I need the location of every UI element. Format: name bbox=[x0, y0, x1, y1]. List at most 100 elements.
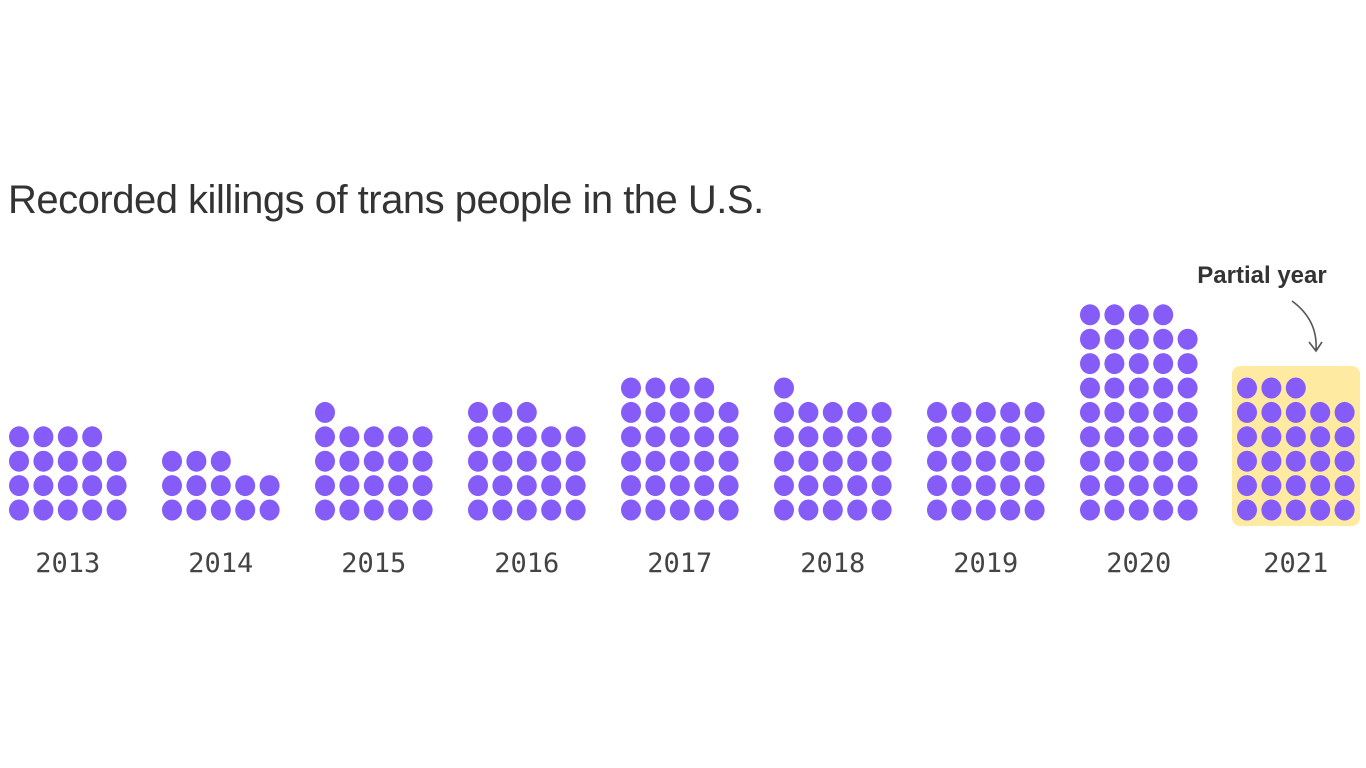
dot-2013 bbox=[82, 475, 103, 497]
dot-2013 bbox=[57, 450, 78, 472]
dot-2016 bbox=[492, 450, 513, 472]
dot-2021 bbox=[1237, 377, 1257, 399]
dot-2016 bbox=[541, 499, 562, 521]
dot-2017 bbox=[718, 401, 739, 423]
dot-2013 bbox=[57, 499, 78, 521]
dot-2016 bbox=[565, 450, 586, 472]
dot-2017 bbox=[718, 499, 739, 521]
dot-2015 bbox=[388, 450, 409, 472]
dot-2013 bbox=[9, 450, 29, 472]
dot-2018 bbox=[774, 499, 794, 521]
dot-2020 bbox=[1153, 475, 1174, 497]
dot-2021 bbox=[1261, 450, 1282, 472]
dot-2021 bbox=[1285, 377, 1306, 399]
year-label-2019: 2019 bbox=[953, 548, 1018, 579]
dot-2020 bbox=[1104, 426, 1125, 448]
dot-2016 bbox=[516, 499, 537, 521]
dot-2017 bbox=[669, 475, 690, 497]
dot-2020 bbox=[1128, 426, 1149, 448]
dot-2021 bbox=[1334, 499, 1355, 521]
dot-2014 bbox=[235, 499, 256, 521]
dot-2018 bbox=[847, 499, 868, 521]
dot-2015 bbox=[388, 499, 409, 521]
dot-2020 bbox=[1104, 328, 1125, 350]
dot-2020 bbox=[1177, 499, 1198, 521]
dot-2014 bbox=[162, 475, 182, 497]
dot-2017 bbox=[645, 377, 666, 399]
dot-2015 bbox=[363, 475, 384, 497]
dot-2018 bbox=[871, 475, 892, 497]
dot-2019 bbox=[927, 426, 947, 448]
dot-2018 bbox=[774, 426, 794, 448]
dot-2020 bbox=[1080, 401, 1100, 423]
dot-2013 bbox=[57, 475, 78, 497]
dot-2021 bbox=[1237, 401, 1257, 423]
dot-2015 bbox=[412, 450, 433, 472]
dot-2018 bbox=[774, 450, 794, 472]
dot-2021 bbox=[1237, 426, 1257, 448]
dot-2020 bbox=[1177, 475, 1198, 497]
dot-2018 bbox=[871, 450, 892, 472]
dot-2019 bbox=[1024, 450, 1045, 472]
dot-2016 bbox=[516, 401, 537, 423]
dot-2021 bbox=[1334, 450, 1355, 472]
dot-2020 bbox=[1104, 353, 1125, 375]
dot-2016 bbox=[492, 401, 513, 423]
dot-2020 bbox=[1177, 377, 1198, 399]
dot-2013 bbox=[33, 475, 54, 497]
dot-2020 bbox=[1128, 450, 1149, 472]
dot-2018 bbox=[822, 450, 843, 472]
dot-2019 bbox=[975, 499, 996, 521]
dot-2020 bbox=[1177, 328, 1198, 350]
dot-2019 bbox=[927, 499, 947, 521]
chart-title: Recorded killings of trans people in the… bbox=[8, 178, 764, 222]
dot-2016 bbox=[516, 450, 537, 472]
dot-2016 bbox=[541, 475, 562, 497]
dot-2019 bbox=[951, 475, 972, 497]
dot-2013 bbox=[57, 426, 78, 448]
dot-2020 bbox=[1153, 499, 1174, 521]
dot-2019 bbox=[951, 426, 972, 448]
dot-2019 bbox=[975, 401, 996, 423]
dot-2020 bbox=[1104, 401, 1125, 423]
dot-2020 bbox=[1128, 353, 1149, 375]
year-label-2017: 2017 bbox=[647, 548, 712, 579]
dot-2013 bbox=[9, 499, 29, 521]
dot-2013 bbox=[106, 450, 127, 472]
dot-2020 bbox=[1177, 450, 1198, 472]
dot-2014 bbox=[162, 499, 182, 521]
dot-2014 bbox=[210, 450, 231, 472]
annotation-arrow bbox=[1291, 300, 1317, 351]
dot-2016 bbox=[468, 475, 488, 497]
dot-2020 bbox=[1153, 304, 1174, 326]
dot-2016 bbox=[468, 499, 488, 521]
annotation-arrowhead bbox=[1308, 341, 1323, 353]
dot-2015 bbox=[339, 475, 360, 497]
dot-2016 bbox=[492, 426, 513, 448]
dot-2019 bbox=[951, 499, 972, 521]
dot-2018 bbox=[847, 475, 868, 497]
dot-2018 bbox=[798, 499, 819, 521]
dot-2014 bbox=[186, 450, 207, 472]
dot-2018 bbox=[798, 475, 819, 497]
dot-2019 bbox=[1000, 401, 1021, 423]
dot-2021 bbox=[1310, 426, 1331, 448]
dot-2017 bbox=[645, 401, 666, 423]
dot-2017 bbox=[621, 401, 641, 423]
dot-2013 bbox=[9, 475, 29, 497]
dot-2015 bbox=[363, 426, 384, 448]
dot-2014 bbox=[186, 499, 207, 521]
dot-2020 bbox=[1128, 401, 1149, 423]
dot-2018 bbox=[798, 401, 819, 423]
dot-2019 bbox=[1024, 499, 1045, 521]
dot-2019 bbox=[927, 450, 947, 472]
dot-2017 bbox=[694, 475, 715, 497]
dot-2021 bbox=[1310, 450, 1331, 472]
dot-2018 bbox=[822, 401, 843, 423]
dot-2016 bbox=[541, 426, 562, 448]
dot-2019 bbox=[951, 401, 972, 423]
dot-2020 bbox=[1104, 450, 1125, 472]
dot-2020 bbox=[1104, 475, 1125, 497]
dot-2020 bbox=[1080, 499, 1100, 521]
dot-2016 bbox=[468, 401, 488, 423]
